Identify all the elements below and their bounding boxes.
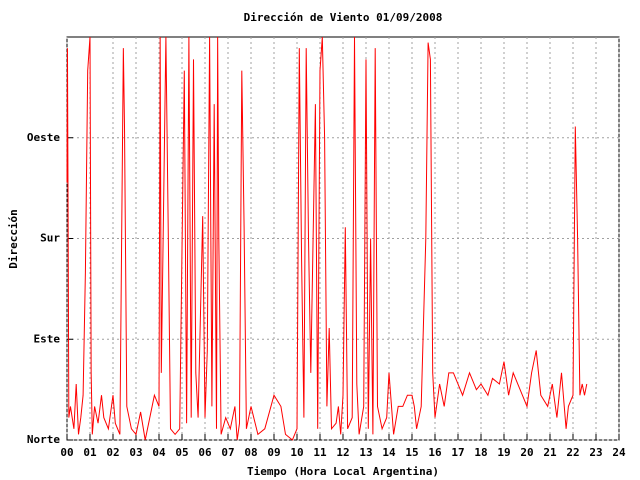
- y-tick-label: Sur: [40, 232, 60, 245]
- x-tick-label: 24: [612, 446, 626, 459]
- x-tick-label: 01: [83, 446, 97, 459]
- x-tick-label: 16: [428, 446, 442, 459]
- y-axis-label: Dirección: [7, 209, 20, 269]
- x-tick-label: 08: [244, 446, 257, 459]
- x-tick-label: 19: [497, 446, 510, 459]
- x-tick-label: 07: [221, 446, 234, 459]
- x-tick-label: 09: [267, 446, 280, 459]
- x-tick-label: 17: [451, 446, 464, 459]
- x-tick-label: 22: [566, 446, 579, 459]
- x-tick-label: 11: [313, 446, 327, 459]
- y-tick-label: Oeste: [27, 131, 60, 144]
- x-tick-label: 00: [60, 446, 73, 459]
- y-tick-label: Este: [34, 332, 61, 345]
- chart-title: Dirección de Viento 01/09/2008: [244, 11, 443, 24]
- x-tick-label: 14: [382, 446, 396, 459]
- x-tick-label: 02: [106, 446, 119, 459]
- x-tick-label: 10: [290, 446, 303, 459]
- x-tick-label: 15: [405, 446, 418, 459]
- x-tick-label: 13: [359, 446, 372, 459]
- x-tick-label: 21: [543, 446, 557, 459]
- y-tick-label: Norte: [27, 433, 60, 446]
- x-tick-label: 04: [152, 446, 166, 459]
- x-tick-label: 12: [336, 446, 349, 459]
- x-tick-label: 23: [589, 446, 602, 459]
- x-tick-label: 18: [474, 446, 487, 459]
- data-line: [66, 36, 588, 441]
- x-tick-label: 03: [129, 446, 142, 459]
- x-tick-label: 05: [175, 446, 188, 459]
- x-axis-label: Tiempo (Hora Local Argentina): [247, 465, 439, 478]
- x-tick-label: 06: [198, 446, 212, 459]
- x-tick-label: 20: [520, 446, 533, 459]
